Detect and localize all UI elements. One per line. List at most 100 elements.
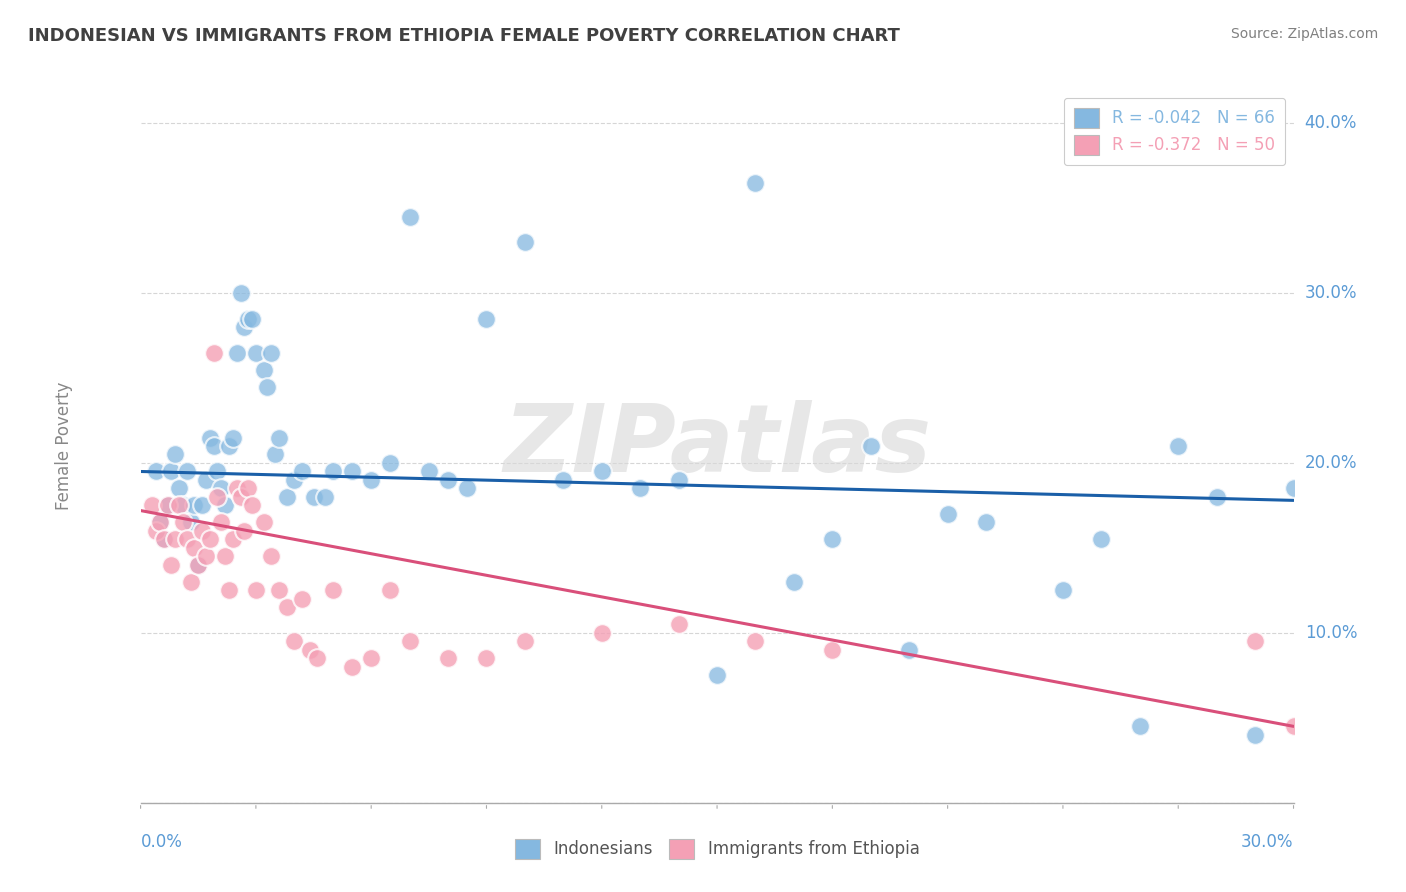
Point — [291, 465, 314, 479]
Point — [225, 345, 247, 359]
Point — [298, 643, 321, 657]
Point — [202, 345, 225, 359]
Point — [207, 465, 229, 479]
Point — [180, 574, 202, 589]
Point — [167, 482, 190, 496]
Point — [187, 558, 209, 572]
Point — [207, 490, 229, 504]
Point — [229, 286, 252, 301]
Point — [209, 482, 232, 496]
Point — [314, 490, 336, 504]
Point — [360, 651, 382, 665]
Point — [264, 448, 287, 462]
Text: 0.0%: 0.0% — [141, 833, 183, 851]
Point — [267, 430, 290, 444]
Point — [475, 651, 498, 665]
Point — [233, 524, 256, 538]
Text: 30.0%: 30.0% — [1305, 284, 1357, 302]
Point — [322, 465, 344, 479]
Text: 10.0%: 10.0% — [1305, 624, 1357, 642]
Point — [380, 583, 402, 598]
Point — [360, 473, 382, 487]
Point — [1129, 719, 1152, 733]
Point — [214, 499, 236, 513]
Point — [553, 473, 575, 487]
Text: 20.0%: 20.0% — [1305, 454, 1357, 472]
Point — [156, 499, 179, 513]
Point — [456, 482, 478, 496]
Point — [513, 235, 536, 249]
Point — [172, 499, 194, 513]
Point — [233, 320, 256, 334]
Point — [191, 524, 214, 538]
Point — [191, 499, 214, 513]
Point — [145, 524, 167, 538]
Point — [180, 516, 202, 530]
Point — [167, 499, 190, 513]
Point — [214, 549, 236, 564]
Point — [160, 558, 183, 572]
Point — [821, 643, 844, 657]
Text: Source: ZipAtlas.com: Source: ZipAtlas.com — [1230, 27, 1378, 41]
Point — [240, 499, 263, 513]
Point — [267, 583, 290, 598]
Point — [628, 482, 651, 496]
Point — [152, 533, 174, 547]
Point — [322, 583, 344, 598]
Point — [398, 634, 420, 648]
Point — [1244, 728, 1267, 742]
Point — [252, 362, 274, 376]
Point — [176, 465, 198, 479]
Point — [437, 473, 460, 487]
Point — [859, 439, 882, 453]
Point — [744, 634, 766, 648]
Point — [418, 465, 440, 479]
Text: Female Poverty: Female Poverty — [55, 382, 73, 510]
Point — [256, 379, 278, 393]
Point — [974, 516, 997, 530]
Point — [1052, 583, 1074, 598]
Point — [245, 345, 267, 359]
Text: ZIPatlas: ZIPatlas — [503, 400, 931, 492]
Point — [145, 465, 167, 479]
Point — [156, 499, 179, 513]
Point — [340, 660, 363, 674]
Point — [198, 533, 221, 547]
Point — [783, 574, 806, 589]
Point — [1205, 490, 1227, 504]
Legend: Indonesians, Immigrants from Ethiopia: Indonesians, Immigrants from Ethiopia — [508, 832, 927, 866]
Point — [222, 430, 245, 444]
Point — [302, 490, 325, 504]
Point — [1282, 482, 1305, 496]
Point — [260, 549, 283, 564]
Point — [218, 583, 240, 598]
Point — [307, 651, 329, 665]
Point — [706, 668, 728, 682]
Point — [591, 465, 613, 479]
Point — [936, 507, 959, 521]
Point — [187, 558, 209, 572]
Point — [591, 626, 613, 640]
Point — [172, 516, 194, 530]
Point — [183, 499, 205, 513]
Point — [240, 311, 263, 326]
Point — [222, 533, 245, 547]
Point — [176, 533, 198, 547]
Point — [202, 439, 225, 453]
Point — [198, 430, 221, 444]
Point — [1090, 533, 1112, 547]
Point — [194, 473, 217, 487]
Point — [821, 533, 844, 547]
Point — [437, 651, 460, 665]
Point — [291, 591, 314, 606]
Point — [238, 311, 260, 326]
Point — [475, 311, 498, 326]
Text: 30.0%: 30.0% — [1241, 833, 1294, 851]
Point — [183, 541, 205, 555]
Point — [218, 439, 240, 453]
Point — [225, 482, 247, 496]
Point — [398, 210, 420, 224]
Point — [898, 643, 921, 657]
Point — [380, 456, 402, 470]
Point — [245, 583, 267, 598]
